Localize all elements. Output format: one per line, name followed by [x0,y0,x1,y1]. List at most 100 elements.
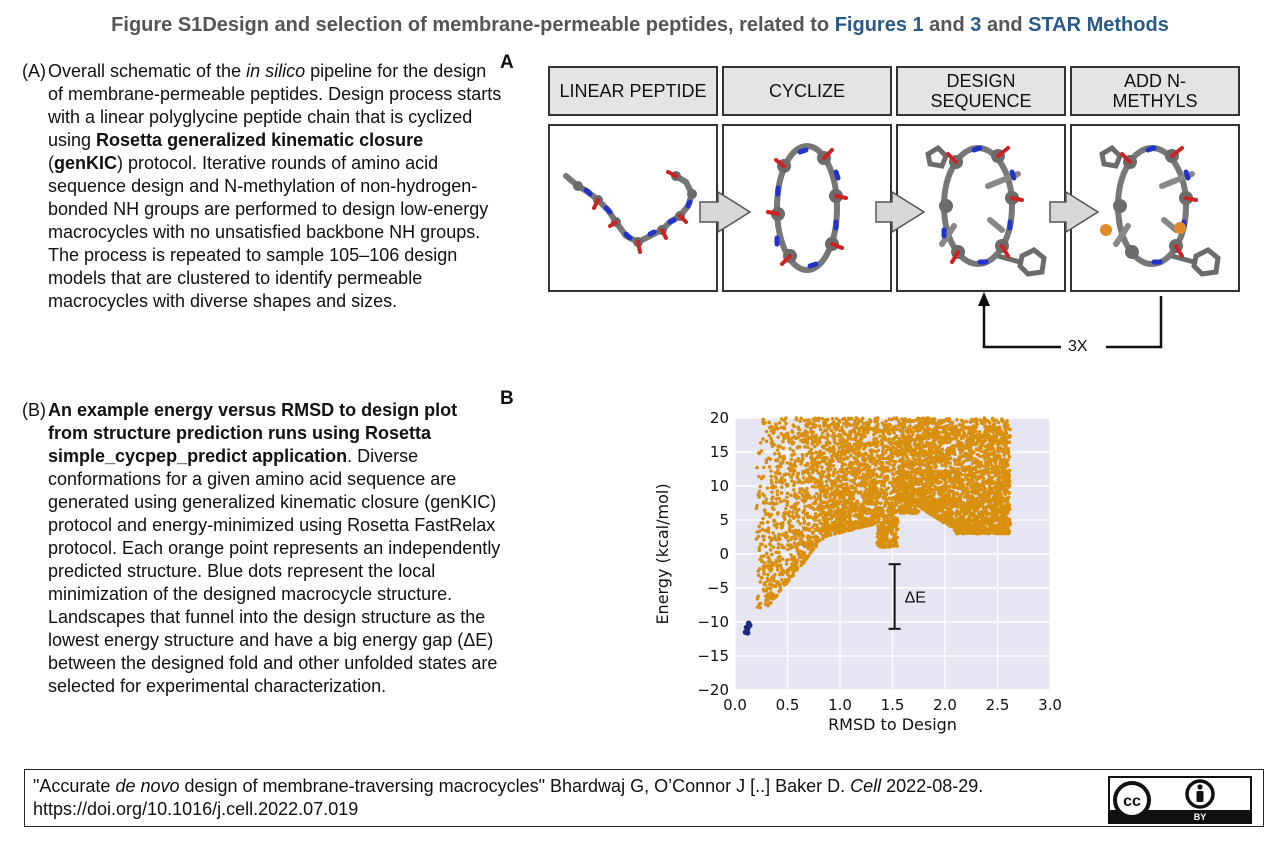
orange-point [840,417,845,421]
orange-point [769,436,773,441]
orange-point [827,448,832,453]
orange-point [856,450,860,455]
repeat-label: 3X [1068,338,1088,355]
cyclized-image [722,124,892,292]
orange-point [861,416,865,421]
orange-point [917,417,921,421]
orange-point [768,590,773,595]
orange-point [788,461,793,466]
orange-point [996,464,1000,469]
orange-point [964,473,969,477]
orange-point [872,477,877,482]
orange-point [996,470,1001,475]
orange-point [959,525,963,529]
orange-point [968,420,973,424]
orange-point [1004,470,1008,475]
orange-point [938,457,942,461]
orange-point [782,478,787,483]
orange-point [968,455,973,459]
orange-point [773,458,778,463]
orange-point [813,444,817,449]
n-methylated-image [1070,124,1240,292]
orange-point [973,485,977,489]
orange-point [813,500,818,504]
orange-point [909,482,913,486]
orange-point [818,478,823,483]
orange-point [874,515,879,520]
orange-point [796,471,801,476]
orange-point [843,456,847,460]
orange-point [912,425,916,430]
orange-point [835,486,839,491]
orange-point [977,430,982,434]
orange-point [987,493,991,497]
orange-point [965,458,970,462]
star-methods-link[interactable]: STAR Methods [1028,14,1169,36]
orange-point [1006,446,1010,451]
orange-point [887,417,892,421]
orange-point [880,421,885,425]
orange-point [876,531,880,536]
orange-point [935,421,939,426]
orange-point [960,465,965,469]
orange-point [864,429,869,434]
orange-point [788,546,793,550]
orange-point [782,434,787,439]
orange-point [883,456,887,461]
orange-point [843,489,847,494]
orange-point [850,486,854,490]
orange-point [823,428,827,433]
orange-point [957,517,961,522]
orange-point [798,445,802,449]
orange-point [848,423,853,427]
orange-point [765,595,769,600]
orange-point [993,523,997,528]
orange-point [795,475,799,480]
orange-point [890,527,894,531]
orange-point [765,579,770,583]
orange-point [985,433,990,438]
orange-point [998,459,1003,463]
orange-point [811,531,815,535]
orange-point [795,558,800,563]
orange-point [900,417,904,421]
orange-point [913,491,918,495]
figure-3-link[interactable]: 3 [970,14,982,36]
orange-point [951,484,955,489]
orange-point [825,488,830,493]
orange-point [894,488,899,492]
orange-point [961,420,966,424]
orange-point [769,485,774,490]
orange-point [898,458,903,462]
orange-point [844,467,849,471]
orange-point [757,529,762,534]
orange-point [817,437,822,442]
orange-point [796,528,801,533]
orange-point [920,480,924,485]
orange-point [784,421,788,426]
orange-point [958,471,963,475]
orange-point [900,506,905,510]
orange-point [932,476,937,480]
orange-point [820,469,824,474]
orange-point [953,452,957,456]
orange-point [784,531,788,535]
orange-point [955,509,959,513]
orange-point [897,488,901,493]
figures-1-link[interactable]: Figures 1 [834,14,924,36]
orange-point [902,439,906,443]
orange-point [821,536,825,540]
orange-point [850,491,854,495]
orange-point [797,555,802,559]
orange-point [761,516,765,521]
orange-point [967,517,972,521]
orange-point [862,421,866,426]
orange-point [765,486,770,490]
orange-point [780,557,785,561]
orange-point [907,441,911,446]
caption-a-label: (A) [22,61,46,81]
orange-point [886,486,891,490]
orange-point [991,418,996,423]
orange-point [846,436,850,441]
orange-point [966,496,970,501]
